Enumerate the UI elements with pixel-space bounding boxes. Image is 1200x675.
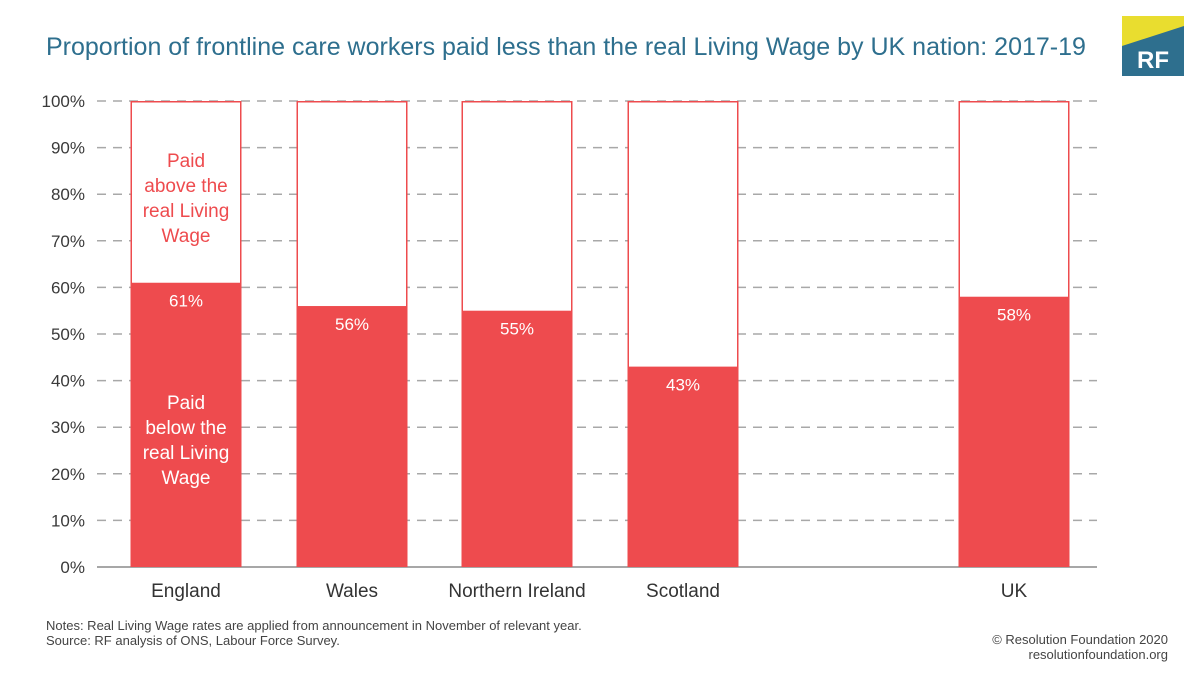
website: resolutionfoundation.org <box>1028 647 1169 662</box>
data-label: 58% <box>997 306 1031 325</box>
bars: 61% 56% 55% 43% 58% <box>130 101 1070 567</box>
data-label: 43% <box>666 376 700 395</box>
bar-below-4 <box>958 296 1070 567</box>
y-tick-label: 70% <box>51 232 85 251</box>
y-tick-label: 100% <box>42 92 85 111</box>
bar-below-2 <box>461 310 573 567</box>
grid-lines <box>97 100 1097 568</box>
y-tick-label: 20% <box>51 465 85 484</box>
y-tick-label: 90% <box>51 139 85 158</box>
annotation-above-line: Wage <box>162 226 211 247</box>
y-tick-label: 10% <box>51 511 85 530</box>
data-label: 55% <box>500 320 534 339</box>
logo-yellow-band <box>1122 16 1184 46</box>
logo-text: RF <box>1137 47 1169 74</box>
data-label: 56% <box>335 315 369 334</box>
copyright: © Resolution Foundation 2020 <box>992 632 1168 647</box>
y-tick-label: 0% <box>60 558 85 577</box>
annotation-below-line: Paid <box>167 393 205 414</box>
x-tick-label: Wales <box>326 581 378 602</box>
x-tick-label: Scotland <box>646 581 720 602</box>
annotations: Paid above the real Living Wage Paid below th… <box>143 151 230 489</box>
source-line: Source: RF analysis of ONS, Labour Force… <box>46 633 340 648</box>
x-tick-label: England <box>151 581 221 602</box>
resolution-foundation-logo: RF <box>1122 16 1184 76</box>
credit: © Resolution Foundation 2020 resolutionf… <box>992 632 1168 662</box>
bar-below-3 <box>627 366 739 567</box>
x-tick-label: Northern Ireland <box>448 581 585 602</box>
x-tick-label: UK <box>1001 581 1028 602</box>
annotation-above-line: above the <box>144 176 227 197</box>
annotation-below-line: Wage <box>162 468 211 489</box>
annotation-above-line: real Living <box>143 201 230 222</box>
notes-line: Notes: Real Living Wage rates are applie… <box>46 618 582 633</box>
annotation-below-line: below the <box>145 418 226 439</box>
chart-title: Proportion of frontline care workers pai… <box>46 33 1086 61</box>
y-axis: 0% 10% 20% 30% 40% 50% 60% 70% 80% 90% 100% <box>42 92 85 577</box>
y-tick-label: 30% <box>51 418 85 437</box>
x-axis: England Wales Northern Ireland Scotland UK <box>151 581 1027 602</box>
chart-notes: Notes: Real Living Wage rates are applie… <box>46 618 582 648</box>
y-tick-label: 50% <box>51 325 85 344</box>
data-label: 61% <box>169 292 203 311</box>
y-tick-label: 80% <box>51 185 85 204</box>
annotation-above-line: Paid <box>167 151 205 172</box>
y-tick-label: 60% <box>51 278 85 297</box>
bar-below-0 <box>130 282 242 567</box>
bar-below-1 <box>296 306 408 567</box>
y-tick-label: 40% <box>51 372 85 391</box>
annotation-below-line: real Living <box>143 443 230 464</box>
